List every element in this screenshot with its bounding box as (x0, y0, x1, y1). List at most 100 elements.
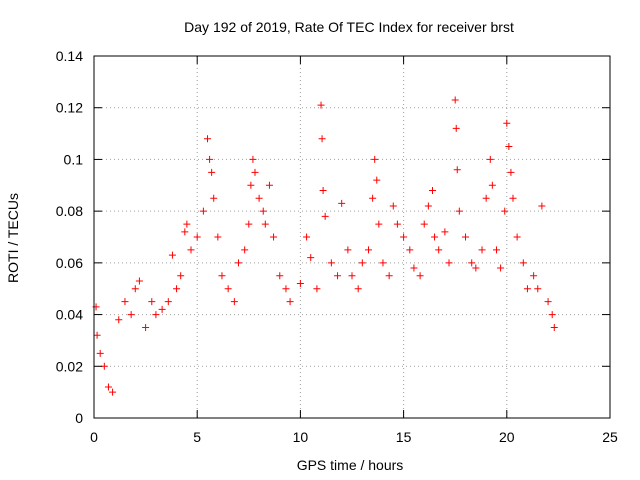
data-point-plus-marker (318, 135, 326, 143)
axis-ticks: 0 5 10 15 20 25 0 0.02 0.04 0.06 0.08 0.1 0.12 0.14 (56, 48, 618, 445)
data-point-plus-marker (214, 233, 222, 241)
data-point-plus-marker (389, 202, 397, 210)
data-point-plus-marker (173, 285, 181, 293)
data-point-plus-marker (441, 228, 449, 236)
data-point-plus-marker (344, 246, 352, 254)
data-point-plus-marker (234, 259, 242, 267)
data-point-plus-marker (420, 220, 428, 228)
data-point-plus-marker (208, 168, 216, 176)
x-tick-label: 10 (293, 429, 309, 445)
data-point-plus-marker (452, 124, 460, 132)
y-axis-title: ROTI / TECUs (5, 193, 21, 283)
data-point-plus-marker (468, 259, 476, 267)
data-point-plus-marker (507, 168, 515, 176)
data-point-plus-marker (224, 285, 232, 293)
y-tick-label: 0.08 (56, 203, 83, 219)
data-point-plus-marker (358, 259, 366, 267)
data-point-plus-marker (488, 181, 496, 189)
grid-lines (94, 56, 610, 418)
data-point-plus-marker (451, 96, 459, 104)
data-point-plus-marker (96, 349, 104, 357)
data-point-plus-marker (247, 181, 255, 189)
data-point-plus-marker (354, 285, 362, 293)
data-point-plus-marker (259, 207, 267, 215)
x-tick-label: 15 (396, 429, 412, 445)
data-point-plus-marker (251, 168, 259, 176)
data-point-plus-marker (148, 298, 156, 306)
data-point-plus-marker (486, 155, 494, 163)
data-point-plus-marker (375, 220, 383, 228)
data-point-plus-marker (550, 324, 558, 331)
x-tick-label: 20 (499, 429, 515, 445)
data-point-plus-marker (142, 324, 150, 331)
data-point-plus-marker (321, 212, 329, 220)
plot-frame (93, 55, 611, 419)
data-point-plus-marker (327, 259, 335, 267)
data-point-plus-marker (164, 298, 172, 306)
data-point-plus-marker (503, 119, 511, 127)
data-point-plus-marker (307, 254, 315, 262)
data-point-plus-marker (303, 233, 311, 241)
data-point-plus-marker (393, 220, 401, 228)
data-point-plus-marker (319, 186, 327, 194)
data-point-plus-marker (410, 264, 418, 272)
data-point-plus-marker (492, 246, 500, 254)
data-point-plus-marker (365, 246, 373, 254)
y-tick-label: 0 (75, 410, 83, 426)
data-point-plus-marker (218, 272, 226, 280)
data-point-plus-marker (462, 233, 470, 241)
data-point-plus-marker (206, 155, 214, 163)
data-point-plus-marker (513, 233, 521, 241)
data-point-plus-marker (245, 220, 253, 228)
data-point-plus-marker (152, 311, 160, 319)
data-point-plus-marker (523, 285, 531, 293)
data-point-plus-marker (548, 311, 556, 319)
data-point-plus-marker (369, 194, 377, 202)
data-point-plus-marker (286, 298, 294, 306)
data-point-plus-marker (379, 259, 387, 267)
data-point-plus-marker (373, 176, 381, 184)
x-tick-label: 0 (90, 429, 98, 445)
data-point-plus-marker (530, 272, 538, 280)
data-point-plus-marker (348, 272, 356, 280)
data-point-plus-marker (371, 155, 379, 163)
data-point-plus-marker (296, 280, 304, 288)
data-point-plus-marker (261, 220, 269, 228)
x-tick-label: 25 (602, 429, 618, 445)
data-point-plus-marker (187, 246, 195, 254)
data-point-plus-marker (241, 246, 249, 254)
y-tick-label: 0.06 (56, 255, 83, 271)
y-tick-label: 0.04 (56, 307, 83, 323)
data-point-plus-marker (104, 383, 112, 391)
data-point-plus-marker (478, 246, 486, 254)
data-point-plus-marker (313, 285, 321, 293)
data-point-plus-marker (501, 207, 509, 215)
data-point-plus-marker (199, 207, 207, 215)
data-point-plus-marker (255, 194, 263, 202)
data-point-plus-marker (317, 101, 325, 109)
data-point-plus-marker (431, 233, 439, 241)
data-point-plus-marker (505, 143, 513, 150)
data-point-plus-marker (282, 285, 290, 293)
data-points (92, 96, 558, 396)
data-point-plus-marker (416, 272, 424, 280)
data-point-plus-marker (93, 331, 101, 339)
data-point-plus-marker (482, 194, 490, 202)
data-point-plus-marker (334, 272, 342, 280)
x-tick-label: 5 (193, 429, 201, 445)
data-point-plus-marker (158, 305, 166, 313)
y-tick-label: 0.1 (64, 151, 84, 167)
y-tick-label: 0.14 (56, 48, 83, 64)
data-point-plus-marker (121, 298, 129, 306)
data-point-plus-marker (519, 259, 527, 267)
data-point-plus-marker (445, 259, 453, 267)
data-point-plus-marker (115, 316, 123, 324)
data-point-plus-marker (193, 233, 201, 241)
chart-title: Day 192 of 2019, Rate Of TEC Index for r… (184, 19, 514, 35)
data-point-plus-marker (135, 277, 143, 285)
data-point-plus-marker (183, 220, 191, 228)
y-tick-label: 0.12 (56, 100, 83, 116)
data-point-plus-marker (265, 181, 273, 189)
data-point-plus-marker (177, 272, 185, 280)
data-point-plus-marker (453, 166, 461, 174)
